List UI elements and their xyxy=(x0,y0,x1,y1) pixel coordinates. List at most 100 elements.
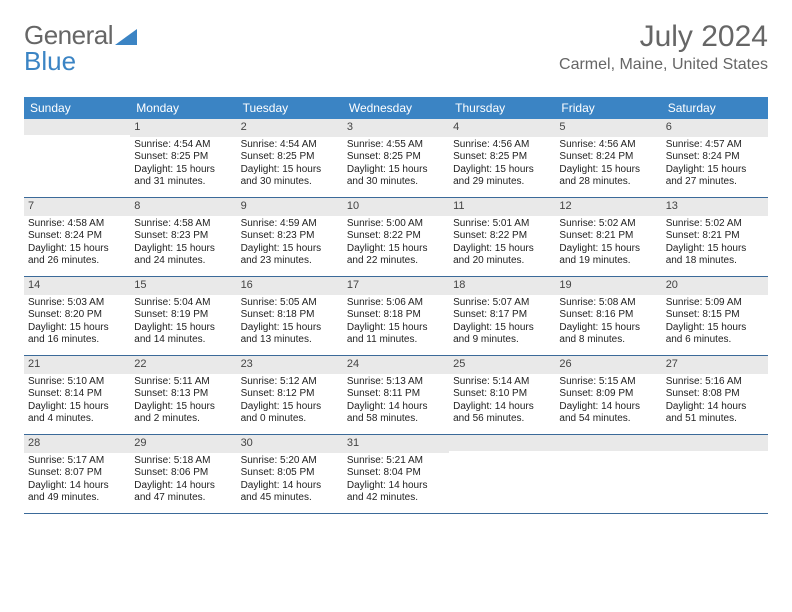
day-details: Sunrise: 5:09 AMSunset: 8:15 PMDaylight:… xyxy=(662,295,768,351)
weeks-container: 1Sunrise: 4:54 AMSunset: 8:25 PMDaylight… xyxy=(24,119,768,514)
sunrise-text: Sunrise: 5:13 AM xyxy=(347,376,445,389)
sunset-text: Sunset: 8:15 PM xyxy=(666,309,764,322)
sunrise-text: Sunrise: 5:09 AM xyxy=(666,297,764,310)
day-cell: 5Sunrise: 4:56 AMSunset: 8:24 PMDaylight… xyxy=(555,119,661,197)
day-number: 20 xyxy=(662,277,768,295)
day-number: 2 xyxy=(237,119,343,137)
day-number: 26 xyxy=(555,356,661,374)
day-cell: 19Sunrise: 5:08 AMSunset: 8:16 PMDayligh… xyxy=(555,277,661,355)
day-number: 8 xyxy=(130,198,236,216)
sunrise-text: Sunrise: 5:20 AM xyxy=(241,455,339,468)
sunrise-text: Sunrise: 5:06 AM xyxy=(347,297,445,310)
day-details: Sunrise: 5:04 AMSunset: 8:19 PMDaylight:… xyxy=(130,295,236,351)
day-details: Sunrise: 5:08 AMSunset: 8:16 PMDaylight:… xyxy=(555,295,661,351)
sunset-text: Sunset: 8:07 PM xyxy=(28,467,126,480)
day-number: 17 xyxy=(343,277,449,295)
daylight-text: Daylight: 15 hours and 13 minutes. xyxy=(241,322,339,347)
daylight-text: Daylight: 15 hours and 14 minutes. xyxy=(134,322,232,347)
day-header-cell: Monday xyxy=(130,97,236,119)
day-cell: 28Sunrise: 5:17 AMSunset: 8:07 PMDayligh… xyxy=(24,435,130,513)
daylight-text: Daylight: 15 hours and 24 minutes. xyxy=(134,243,232,268)
day-number: 7 xyxy=(24,198,130,216)
day-number: 5 xyxy=(555,119,661,137)
day-details: Sunrise: 5:03 AMSunset: 8:20 PMDaylight:… xyxy=(24,295,130,351)
day-header-cell: Tuesday xyxy=(237,97,343,119)
calendar-table: SundayMondayTuesdayWednesdayThursdayFrid… xyxy=(24,97,768,514)
day-number xyxy=(449,435,555,451)
day-number: 25 xyxy=(449,356,555,374)
day-cell: 10Sunrise: 5:00 AMSunset: 8:22 PMDayligh… xyxy=(343,198,449,276)
sunrise-text: Sunrise: 5:02 AM xyxy=(666,218,764,231)
day-details: Sunrise: 4:58 AMSunset: 8:23 PMDaylight:… xyxy=(130,216,236,272)
day-number: 23 xyxy=(237,356,343,374)
day-number: 3 xyxy=(343,119,449,137)
sunrise-text: Sunrise: 5:05 AM xyxy=(241,297,339,310)
sunrise-text: Sunrise: 4:57 AM xyxy=(666,139,764,152)
day-cell: 17Sunrise: 5:06 AMSunset: 8:18 PMDayligh… xyxy=(343,277,449,355)
day-cell: 15Sunrise: 5:04 AMSunset: 8:19 PMDayligh… xyxy=(130,277,236,355)
sunset-text: Sunset: 8:22 PM xyxy=(453,230,551,243)
sunset-text: Sunset: 8:22 PM xyxy=(347,230,445,243)
daylight-text: Daylight: 14 hours and 51 minutes. xyxy=(666,401,764,426)
day-cell: 20Sunrise: 5:09 AMSunset: 8:15 PMDayligh… xyxy=(662,277,768,355)
daylight-text: Daylight: 15 hours and 11 minutes. xyxy=(347,322,445,347)
week-row: 28Sunrise: 5:17 AMSunset: 8:07 PMDayligh… xyxy=(24,435,768,514)
empty-cell xyxy=(555,435,661,513)
day-number: 6 xyxy=(662,119,768,137)
day-number: 29 xyxy=(130,435,236,453)
sunset-text: Sunset: 8:06 PM xyxy=(134,467,232,480)
day-number: 16 xyxy=(237,277,343,295)
day-details: Sunrise: 5:11 AMSunset: 8:13 PMDaylight:… xyxy=(130,374,236,430)
daylight-text: Daylight: 15 hours and 9 minutes. xyxy=(453,322,551,347)
day-cell: 2Sunrise: 4:54 AMSunset: 8:25 PMDaylight… xyxy=(237,119,343,197)
day-number: 27 xyxy=(662,356,768,374)
day-cell: 18Sunrise: 5:07 AMSunset: 8:17 PMDayligh… xyxy=(449,277,555,355)
sunset-text: Sunset: 8:08 PM xyxy=(666,388,764,401)
title-block: July 2024 Carmel, Maine, United States xyxy=(559,20,768,74)
day-details: Sunrise: 5:07 AMSunset: 8:17 PMDaylight:… xyxy=(449,295,555,351)
day-details: Sunrise: 5:15 AMSunset: 8:09 PMDaylight:… xyxy=(555,374,661,430)
sunset-text: Sunset: 8:24 PM xyxy=(666,151,764,164)
daylight-text: Daylight: 15 hours and 4 minutes. xyxy=(28,401,126,426)
daylight-text: Daylight: 14 hours and 45 minutes. xyxy=(241,480,339,505)
day-header-cell: Friday xyxy=(555,97,661,119)
day-details: Sunrise: 5:12 AMSunset: 8:12 PMDaylight:… xyxy=(237,374,343,430)
sunrise-text: Sunrise: 5:16 AM xyxy=(666,376,764,389)
day-number: 4 xyxy=(449,119,555,137)
day-number: 19 xyxy=(555,277,661,295)
day-number xyxy=(662,435,768,451)
day-header-cell: Saturday xyxy=(662,97,768,119)
daylight-text: Daylight: 15 hours and 18 minutes. xyxy=(666,243,764,268)
empty-cell xyxy=(24,119,130,197)
day-details: Sunrise: 5:10 AMSunset: 8:14 PMDaylight:… xyxy=(24,374,130,430)
daylight-text: Daylight: 14 hours and 54 minutes. xyxy=(559,401,657,426)
day-details: Sunrise: 5:02 AMSunset: 8:21 PMDaylight:… xyxy=(662,216,768,272)
sunset-text: Sunset: 8:18 PM xyxy=(241,309,339,322)
sunrise-text: Sunrise: 5:21 AM xyxy=(347,455,445,468)
month-title: July 2024 xyxy=(559,20,768,54)
day-number xyxy=(24,119,130,135)
sunrise-text: Sunrise: 4:58 AM xyxy=(134,218,232,231)
day-details: Sunrise: 5:01 AMSunset: 8:22 PMDaylight:… xyxy=(449,216,555,272)
day-cell: 14Sunrise: 5:03 AMSunset: 8:20 PMDayligh… xyxy=(24,277,130,355)
sunrise-text: Sunrise: 5:18 AM xyxy=(134,455,232,468)
day-cell: 9Sunrise: 4:59 AMSunset: 8:23 PMDaylight… xyxy=(237,198,343,276)
day-number: 12 xyxy=(555,198,661,216)
sunrise-text: Sunrise: 5:08 AM xyxy=(559,297,657,310)
day-number: 18 xyxy=(449,277,555,295)
sunset-text: Sunset: 8:23 PM xyxy=(241,230,339,243)
sunrise-text: Sunrise: 4:56 AM xyxy=(453,139,551,152)
daylight-text: Daylight: 15 hours and 23 minutes. xyxy=(241,243,339,268)
day-cell: 26Sunrise: 5:15 AMSunset: 8:09 PMDayligh… xyxy=(555,356,661,434)
daylight-text: Daylight: 14 hours and 56 minutes. xyxy=(453,401,551,426)
daylight-text: Daylight: 14 hours and 49 minutes. xyxy=(28,480,126,505)
day-header-cell: Wednesday xyxy=(343,97,449,119)
day-details: Sunrise: 5:21 AMSunset: 8:04 PMDaylight:… xyxy=(343,453,449,509)
day-details: Sunrise: 4:57 AMSunset: 8:24 PMDaylight:… xyxy=(662,137,768,193)
sunset-text: Sunset: 8:19 PM xyxy=(134,309,232,322)
sunset-text: Sunset: 8:25 PM xyxy=(241,151,339,164)
sunset-text: Sunset: 8:25 PM xyxy=(347,151,445,164)
week-row: 21Sunrise: 5:10 AMSunset: 8:14 PMDayligh… xyxy=(24,356,768,435)
empty-cell xyxy=(449,435,555,513)
sunrise-text: Sunrise: 5:04 AM xyxy=(134,297,232,310)
